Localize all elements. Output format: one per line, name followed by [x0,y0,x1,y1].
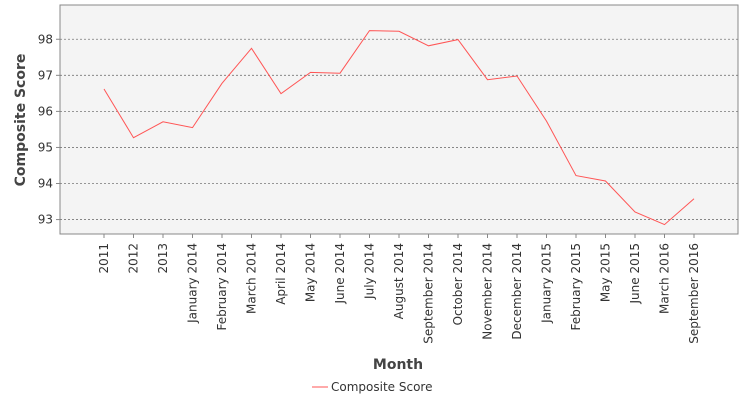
x-tick-label: June 2015 [628,243,642,305]
data-point [103,88,106,91]
data-point [634,211,637,214]
x-tick-label: October 2014 [451,243,465,325]
y-tick-label: 97 [38,68,53,82]
x-tick-label: August 2014 [392,243,406,319]
data-point [575,174,578,177]
y-tick-label: 93 [38,213,53,227]
x-tick-label: April 2014 [274,243,288,305]
x-tick-label: February 2015 [569,243,583,331]
x-axis-ticks: 2011 2012 2013 January 2014 February 2014 Mar… [97,234,701,344]
data-point [309,71,312,74]
data-point [368,29,371,32]
grid-lines [60,38,738,220]
data-point [604,179,607,182]
x-tick-label: March 2014 [245,243,259,314]
y-tick-label: 96 [38,104,53,118]
x-tick-label: November 2014 [481,243,495,340]
x-tick-label: February 2014 [215,243,229,331]
legend: Composite Score [312,380,432,394]
data-point [339,72,342,75]
x-tick-label: January 2015 [540,243,554,324]
x-tick-label: January 2014 [186,243,200,324]
y-tick-label: 98 [38,32,53,46]
data-point [663,223,666,226]
x-tick-label: July 2014 [363,243,377,300]
y-tick-label: 94 [38,177,53,191]
data-point [516,75,519,78]
x-tick-label: 2013 [156,243,170,274]
x-axis-title: Month [373,357,423,373]
y-axis-ticks: 93 94 95 96 97 98 [38,32,60,227]
data-point [280,92,283,95]
data-point [398,30,401,33]
data-point [162,120,165,123]
data-point [250,47,253,50]
data-point [132,136,135,139]
series-line-0 [103,30,695,226]
x-tick-label: September 2016 [687,243,701,344]
y-axis-title: Composite Score [13,54,29,187]
data-point [545,120,548,123]
x-tick-label: 2012 [127,243,141,274]
y-tick-label: 95 [38,140,53,154]
data-point [427,44,430,47]
x-tick-label: September 2014 [422,243,436,344]
legend-label: Composite Score [331,380,432,394]
series-lines [103,29,696,226]
data-point [221,82,224,85]
data-point [457,38,460,41]
data-point [486,78,489,81]
data-point [191,126,194,129]
x-tick-label: May 2015 [599,243,613,302]
x-tick-label: December 2014 [510,243,524,340]
x-tick-label: March 2016 [658,243,672,314]
x-tick-label: May 2014 [304,243,318,302]
x-tick-label: 2011 [97,243,111,274]
x-tick-label: June 2014 [333,243,347,305]
data-point [693,197,696,200]
plot-area [59,4,739,235]
